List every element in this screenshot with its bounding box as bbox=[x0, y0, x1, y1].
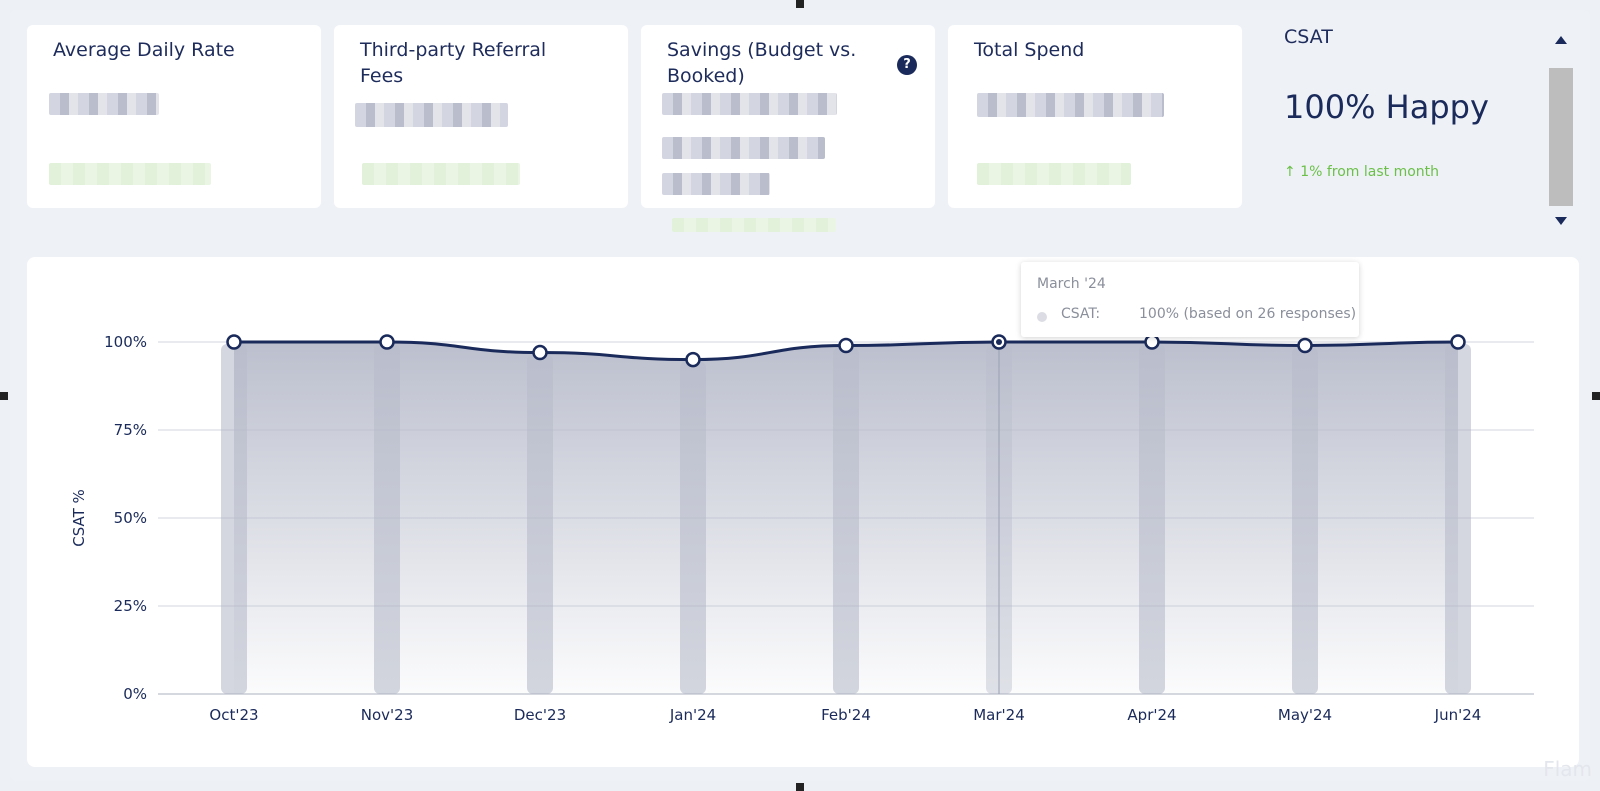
scroll-thumb[interactable] bbox=[1549, 68, 1573, 206]
resize-handle-bottom[interactable] bbox=[796, 783, 804, 791]
csat-value: 100% Happy bbox=[1284, 88, 1489, 126]
scroll-up-arrow-icon[interactable] bbox=[1555, 36, 1567, 44]
tooltip-label: CSAT: bbox=[1061, 306, 1101, 322]
resize-handle-left[interactable] bbox=[0, 392, 8, 400]
redacted-value bbox=[662, 173, 770, 195]
csat-delta-text: 1% from last month bbox=[1300, 164, 1440, 180]
scroll-down-arrow-icon[interactable] bbox=[1555, 217, 1567, 225]
kpi-title: Total Spend bbox=[974, 39, 1085, 61]
redacted-value bbox=[49, 93, 159, 115]
csat-delta: ↑ 1% from last month bbox=[1284, 164, 1439, 180]
tooltip-value: 100% (based on 26 responses) bbox=[1139, 306, 1357, 322]
kpi-title: Third-party Referral Fees bbox=[360, 39, 547, 87]
resize-handle-right[interactable] bbox=[1592, 392, 1600, 400]
csat-card-title: CSAT bbox=[1284, 26, 1333, 48]
arrow-up-icon: ↑ bbox=[1284, 164, 1301, 180]
series-dot-icon bbox=[1037, 312, 1047, 322]
vertical-scrollbar[interactable] bbox=[1548, 28, 1574, 228]
tooltip-title: March '24 bbox=[1037, 276, 1106, 292]
redacted-value bbox=[662, 93, 837, 115]
redacted-delta bbox=[49, 163, 211, 185]
kpi-title: Savings (Budget vs. Booked) bbox=[667, 39, 857, 87]
watermark: Flam bbox=[1543, 757, 1592, 781]
redacted-delta bbox=[977, 163, 1131, 185]
chart-tooltip: March '24 CSAT: 100% (based on 26 respon… bbox=[1021, 262, 1359, 337]
resize-handle-top[interactable] bbox=[796, 0, 804, 8]
redacted-delta bbox=[362, 163, 520, 185]
redacted-value bbox=[355, 103, 508, 127]
redacted-value bbox=[977, 93, 1164, 117]
redacted-delta bbox=[672, 218, 836, 232]
kpi-title: Average Daily Rate bbox=[53, 39, 235, 61]
redacted-value bbox=[662, 137, 825, 159]
question-circle-icon[interactable]: ? bbox=[897, 55, 917, 75]
